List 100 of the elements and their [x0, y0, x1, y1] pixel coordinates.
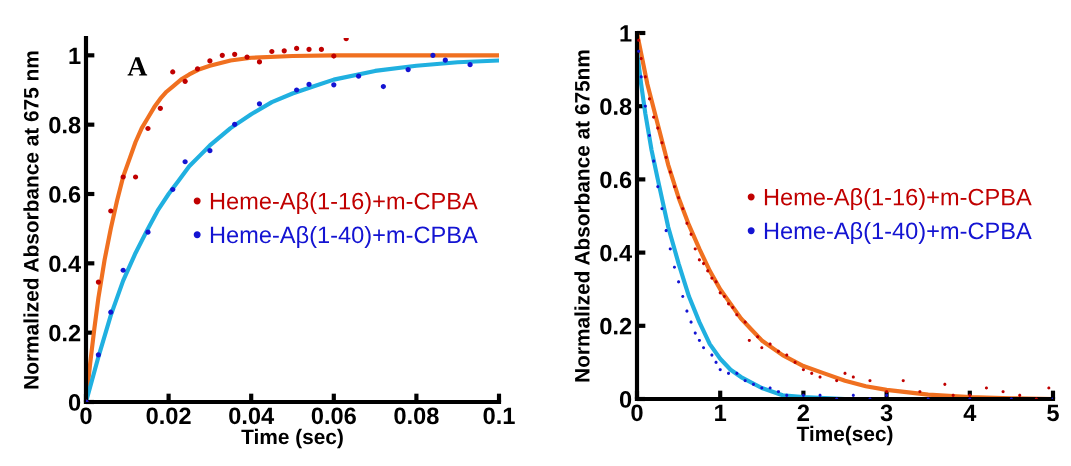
- point: [120, 267, 126, 273]
- point: [294, 45, 300, 51]
- point: [743, 320, 747, 324]
- annotation: A: [127, 57, 148, 76]
- point: [801, 368, 805, 372]
- point: [95, 352, 101, 358]
- legend-label: Heme-Aβ(1-16)+m-CPBA: [210, 192, 478, 215]
- point: [145, 125, 151, 132]
- y-axis-title: Normalized Absorbance at 675 nm: [23, 51, 39, 389]
- point: [810, 371, 814, 375]
- point: [901, 379, 905, 383]
- x-tick-label: 5: [1047, 404, 1059, 422]
- y-tick-label: 0.4: [49, 255, 82, 273]
- x-tick-label: 0.06: [311, 407, 356, 425]
- point: [835, 379, 839, 383]
- x-axis-title: Time (sec): [241, 428, 343, 449]
- point: [785, 393, 789, 397]
- point: [637, 49, 641, 53]
- point: [647, 133, 652, 138]
- point: [194, 66, 201, 72]
- y-tick-label: 0.4: [600, 244, 633, 262]
- x-tick-label: 3: [880, 404, 893, 422]
- point: [256, 59, 263, 65]
- y-tick-label: 0.2: [600, 317, 632, 335]
- point: [768, 342, 772, 346]
- x-axis-title: Time(sec): [796, 425, 893, 446]
- point: [269, 48, 275, 55]
- point: [776, 390, 780, 394]
- x-tick-label: 0: [631, 404, 643, 422]
- point: [1018, 393, 1022, 397]
- point: [776, 349, 780, 353]
- point: [751, 382, 756, 386]
- point: [108, 208, 114, 214]
- point: [722, 294, 726, 299]
- y-tick-label: 0.2: [49, 324, 81, 342]
- point: [182, 159, 188, 165]
- point: [170, 186, 176, 193]
- point: [672, 185, 676, 189]
- point: [760, 346, 764, 350]
- point: [244, 54, 250, 60]
- point: [207, 148, 213, 154]
- point: [843, 371, 847, 375]
- point: [681, 207, 685, 211]
- point: [170, 69, 176, 75]
- point: [343, 38, 349, 42]
- x-tick-label: 0: [80, 407, 92, 425]
- point: [984, 386, 988, 390]
- point: [318, 46, 325, 53]
- y-tick-label: 1: [69, 47, 81, 64]
- point: [702, 262, 706, 266]
- point: [331, 82, 337, 88]
- point: [232, 51, 238, 57]
- y-tick-label: 0.8: [600, 98, 632, 115]
- x-tick-label: 2: [797, 404, 810, 421]
- point: [157, 105, 163, 111]
- point: [331, 53, 337, 59]
- y-tick-label: 0.6: [600, 171, 632, 189]
- point: [232, 121, 238, 127]
- point: [726, 371, 731, 375]
- point: [697, 338, 701, 342]
- point: [306, 46, 312, 53]
- x-tick-label: 0.02: [146, 407, 191, 425]
- x-tick-label: 0.1: [483, 407, 515, 425]
- y-tick-label: 0.8: [49, 116, 81, 134]
- x-tick-label: 1: [715, 404, 727, 421]
- y-tick-label: 0.6: [49, 186, 81, 203]
- point: [219, 52, 225, 58]
- y-tick-label: 1: [620, 25, 632, 42]
- point: [656, 185, 660, 189]
- point: [256, 101, 263, 107]
- point: [851, 393, 855, 397]
- y-tick-label: 0: [619, 391, 632, 408]
- legend-label: Heme-Aβ(1-40)+m-CPBA: [764, 221, 1032, 244]
- point: [95, 279, 101, 285]
- point: [442, 57, 448, 63]
- point: [145, 229, 151, 235]
- point: [108, 309, 114, 315]
- legend-label: Heme-Aβ(1-40)+m-CPBA: [210, 225, 478, 248]
- point: [355, 73, 362, 79]
- point: [637, 38, 641, 42]
- point: [306, 81, 312, 88]
- x-tick-label: 0.04: [229, 407, 275, 425]
- y-axis-title: Normalized Absorbance at 675nm: [574, 50, 590, 382]
- x-tick-label: 0.08: [394, 407, 439, 425]
- x-tick-label: 4: [963, 404, 977, 421]
- point: [207, 58, 213, 64]
- point: [718, 291, 722, 295]
- point: [405, 66, 411, 73]
- point: [120, 174, 126, 180]
- point: [430, 52, 436, 58]
- point: [677, 196, 681, 200]
- point: [281, 48, 287, 54]
- point: [182, 78, 188, 84]
- legend-label: Heme-Aβ(1-16)+m-CPBA: [764, 188, 1032, 211]
- point: [747, 338, 751, 342]
- point: [132, 174, 139, 180]
- point: [380, 83, 386, 90]
- point: [735, 313, 739, 317]
- point: [294, 87, 300, 93]
- point: [467, 62, 473, 68]
